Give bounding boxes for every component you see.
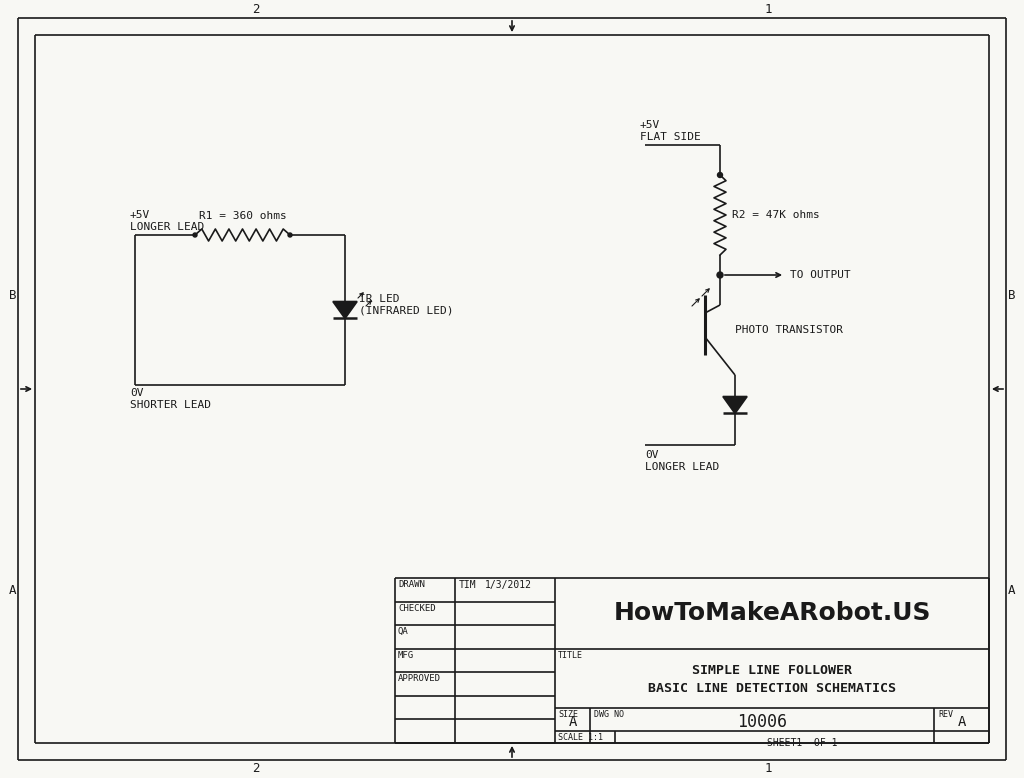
- Text: CHECKED: CHECKED: [398, 604, 435, 612]
- Text: 1/3/2012: 1/3/2012: [485, 580, 532, 590]
- Circle shape: [717, 272, 723, 278]
- Text: SCALE 1:1: SCALE 1:1: [558, 733, 603, 742]
- Text: A: A: [1008, 584, 1016, 597]
- Text: 1: 1: [764, 3, 772, 16]
- Text: R1 = 360 ohms: R1 = 360 ohms: [199, 211, 287, 221]
- Text: APPROVED: APPROVED: [398, 675, 441, 683]
- Text: TIM: TIM: [459, 580, 476, 590]
- Text: 1: 1: [764, 762, 772, 775]
- Text: 10006: 10006: [737, 713, 787, 731]
- Text: BASIC LINE DETECTION SCHEMATICS: BASIC LINE DETECTION SCHEMATICS: [648, 682, 896, 695]
- Text: DRAWN: DRAWN: [398, 580, 425, 589]
- Text: TO OUTPUT: TO OUTPUT: [790, 270, 851, 280]
- Text: A: A: [568, 715, 577, 729]
- Circle shape: [718, 173, 723, 177]
- Text: B: B: [1008, 289, 1016, 302]
- Polygon shape: [723, 397, 748, 413]
- Text: A: A: [8, 584, 16, 597]
- Text: 2: 2: [252, 3, 260, 16]
- Text: SHEET1  OF 1: SHEET1 OF 1: [767, 738, 838, 748]
- Text: SIMPLE LINE FOLLOWER: SIMPLE LINE FOLLOWER: [692, 664, 852, 677]
- Text: DWG NO: DWG NO: [594, 710, 624, 719]
- Text: QA: QA: [398, 627, 409, 636]
- Text: HowToMakeARobot.US: HowToMakeARobot.US: [613, 601, 931, 626]
- Text: SIZE: SIZE: [558, 710, 578, 719]
- Text: R2 = 47K ohms: R2 = 47K ohms: [732, 210, 820, 220]
- Text: TITLE: TITLE: [558, 650, 583, 660]
- Circle shape: [193, 233, 197, 237]
- Text: 0V
LONGER LEAD: 0V LONGER LEAD: [645, 450, 719, 471]
- Text: 0V
SHORTER LEAD: 0V SHORTER LEAD: [130, 388, 211, 409]
- Text: MFG: MFG: [398, 650, 414, 660]
- Text: +5V
FLAT SIDE: +5V FLAT SIDE: [640, 121, 700, 142]
- Text: B: B: [8, 289, 16, 302]
- Text: 2: 2: [252, 762, 260, 775]
- Circle shape: [288, 233, 292, 237]
- Text: A: A: [957, 715, 966, 729]
- Text: +5V
LONGER LEAD: +5V LONGER LEAD: [130, 210, 204, 232]
- Text: PHOTO TRANSISTOR: PHOTO TRANSISTOR: [735, 325, 843, 335]
- Text: IR LED
(INFRARED LED): IR LED (INFRARED LED): [359, 294, 454, 316]
- Polygon shape: [333, 302, 357, 318]
- Text: REV: REV: [938, 710, 953, 719]
